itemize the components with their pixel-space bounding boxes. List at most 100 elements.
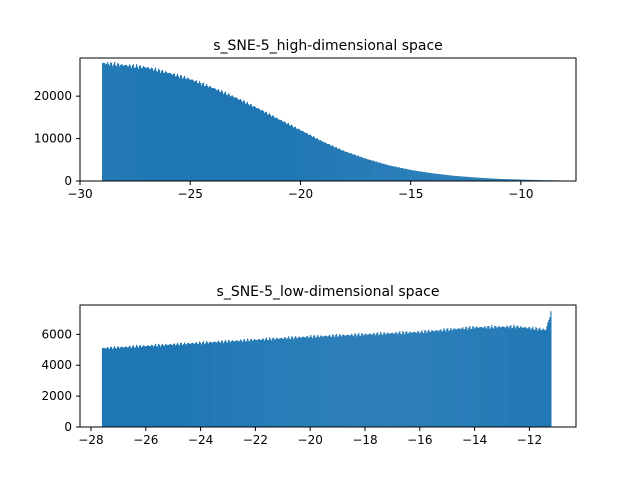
histogram-bar: [441, 174, 443, 181]
histogram-bar: [398, 167, 400, 181]
x-tick-label: −10: [508, 187, 533, 201]
histogram-bar: [116, 346, 119, 427]
histogram-bar: [210, 341, 212, 427]
histogram-bar: [164, 71, 167, 181]
histogram-bar: [499, 327, 501, 427]
histogram-bar: [224, 341, 226, 427]
histogram-bar: [452, 330, 454, 427]
histogram-bar: [441, 331, 443, 427]
histogram-bar: [282, 338, 284, 427]
histogram-bar: [371, 334, 373, 427]
histogram-bar: [149, 69, 152, 181]
histogram-bar: [180, 75, 183, 181]
axes-frame: [79, 304, 577, 428]
histogram-bar: [230, 342, 232, 427]
histogram-bar: [140, 347, 143, 427]
histogram-bar: [538, 328, 540, 427]
histogram-bar: [506, 179, 508, 181]
histogram-bar: [129, 346, 132, 427]
histogram-bar: [463, 329, 465, 427]
histogram-bar: [143, 65, 145, 181]
histogram-bar: [276, 337, 278, 427]
histogram-bar: [113, 64, 115, 181]
histogram-bar: [402, 331, 404, 427]
histogram-bar: [336, 148, 338, 181]
histogram-bar: [524, 327, 526, 427]
histogram-bar: [155, 346, 158, 427]
histogram-bar: [501, 326, 503, 427]
x-tick-label: −18: [352, 433, 377, 447]
histogram-bar: [133, 64, 135, 181]
histogram-bar: [165, 344, 168, 427]
histogram-bar: [530, 179, 532, 181]
histogram-bar: [409, 169, 411, 181]
histogram-bar: [287, 123, 289, 181]
histogram-bar: [463, 176, 465, 181]
histogram-bar: [235, 340, 237, 427]
histogram-bar: [341, 336, 343, 427]
histogram-bar: [126, 347, 129, 427]
histogram-bar: [313, 136, 315, 181]
histogram-bar: [460, 329, 462, 427]
histogram-bar: [503, 326, 505, 427]
x-tick-label: −25: [178, 187, 203, 201]
histogram-bar: [544, 330, 546, 427]
histogram-bar: [516, 179, 518, 181]
histogram-bar: [380, 163, 382, 181]
histogram-bar: [248, 105, 251, 181]
histogram-bar: [330, 336, 332, 427]
histogram-bar: [233, 341, 235, 427]
histogram-bar: [443, 328, 445, 427]
histogram-bar: [202, 82, 205, 181]
histogram-bar: [128, 345, 131, 427]
histogram-bar: [497, 178, 499, 181]
histogram-bar: [535, 327, 537, 427]
histogram-bar: [269, 114, 272, 181]
histogram-bar: [318, 140, 320, 181]
histogram-bar: [268, 339, 270, 427]
histogram-bar: [293, 127, 295, 181]
histogram-bar: [227, 342, 229, 427]
histogram-bar: [113, 346, 116, 427]
histogram-bar: [529, 179, 531, 181]
histogram-bar: [375, 161, 377, 181]
histogram-bar: [328, 335, 330, 427]
histogram-bar: [454, 175, 456, 181]
histogram-bar: [488, 178, 490, 181]
histogram-bar: [455, 176, 457, 181]
histogram-bar: [388, 333, 390, 427]
histogram-bar: [548, 319, 550, 427]
histogram-bar: [309, 134, 311, 181]
histogram-bar: [478, 327, 480, 427]
histogram-bar: [367, 159, 369, 181]
histogram-bar: [543, 329, 545, 427]
histogram-bar: [428, 329, 430, 427]
histogram-bar: [212, 342, 214, 427]
histogram-bar: [520, 326, 522, 427]
histogram-bar: [410, 170, 412, 181]
histogram-bar: [184, 78, 187, 181]
histogram-bar: [345, 151, 347, 181]
histogram-bar: [429, 173, 431, 181]
histogram-bar: [164, 344, 167, 427]
histogram-bar: [235, 97, 238, 181]
histogram-bar: [516, 325, 518, 427]
histogram-bar: [349, 335, 351, 427]
histogram-bar: [515, 179, 517, 181]
histogram-bar: [156, 346, 159, 427]
histogram-bar: [377, 162, 379, 181]
histogram-bar: [319, 140, 321, 181]
histogram-bar: [525, 327, 527, 427]
histogram-bar: [137, 347, 140, 427]
histogram-bar: [411, 170, 413, 181]
histogram-bar: [179, 75, 182, 181]
histogram-bar: [212, 88, 215, 181]
histogram-bar: [358, 156, 360, 181]
histogram-bar: [187, 78, 190, 181]
histogram-bar: [439, 174, 441, 181]
histogram-bar: [534, 329, 536, 427]
histogram-bar: [528, 326, 530, 427]
histogram-bar: [431, 330, 433, 427]
histogram-bar: [345, 335, 347, 427]
histogram-bar: [486, 178, 488, 181]
